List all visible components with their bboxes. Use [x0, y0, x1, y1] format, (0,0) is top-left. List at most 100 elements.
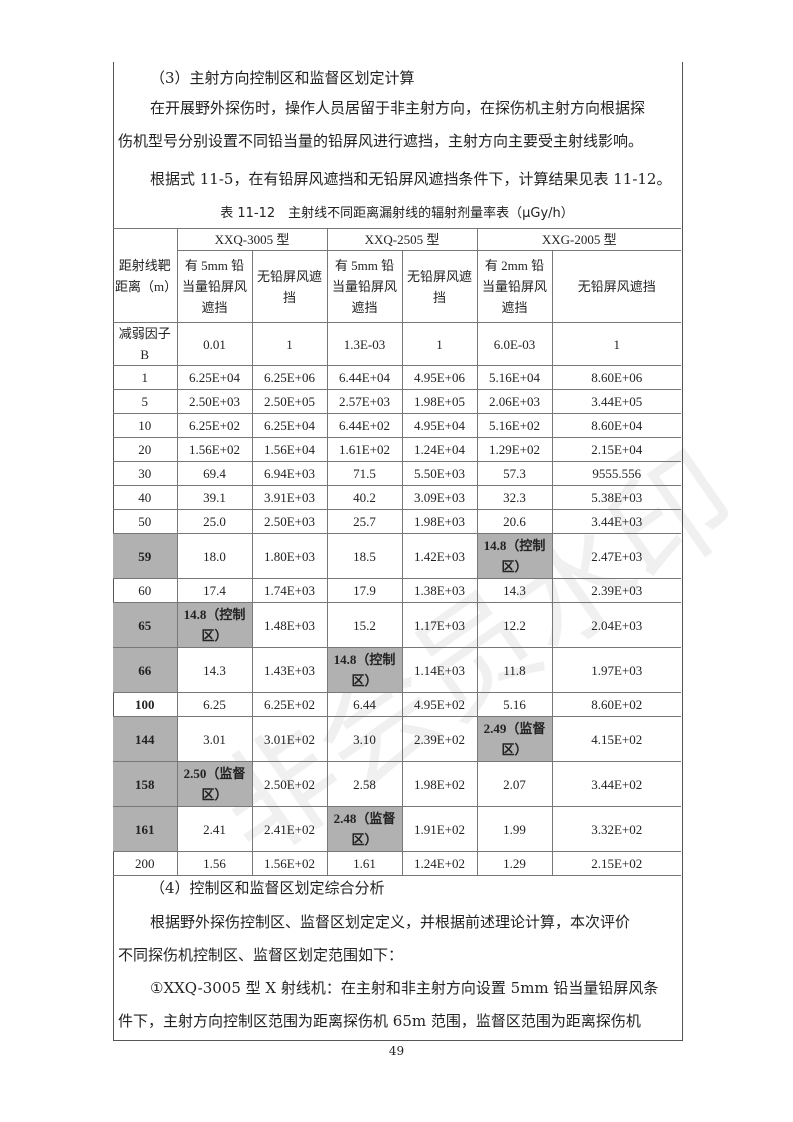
- value-cell: 5.16E+04: [476, 365, 553, 390]
- model-header: XXQ-3005 型: [176, 228, 328, 251]
- distance-cell: 30: [113, 461, 178, 486]
- zone-boundary-cell: 2.48（监督区）: [326, 806, 403, 852]
- sub-header: 无铅屏风遮挡: [551, 250, 681, 323]
- value-cell: 1.17E+03: [401, 602, 478, 648]
- factor-cell: 1: [401, 322, 478, 366]
- value-cell: 39.1: [176, 485, 253, 510]
- distance-cell: 1: [113, 365, 178, 390]
- value-cell: 2.41E+02: [251, 806, 328, 852]
- value-cell: 1.56E+02: [176, 437, 253, 462]
- factor-cell: 0.01: [176, 322, 253, 366]
- value-cell: 3.44E+05: [551, 389, 681, 414]
- value-cell: 4.15E+02: [551, 716, 681, 762]
- value-cell: 6.25E+06: [251, 365, 328, 390]
- value-cell: 2.04E+03: [551, 602, 681, 648]
- value-cell: 2.39E+02: [401, 716, 478, 762]
- distance-cell: 100: [113, 692, 178, 717]
- distance-cell: 50: [113, 509, 178, 534]
- value-cell: 2.50E+03: [251, 509, 328, 534]
- zone-boundary-cell: 14.8（控制区）: [326, 647, 403, 693]
- distance-cell: 5: [113, 389, 178, 414]
- value-cell: 4.95E+04: [401, 413, 478, 438]
- value-cell: 1.14E+03: [401, 647, 478, 693]
- value-cell: 3.10: [326, 716, 403, 762]
- paragraph-line: 根据野外探伤控制区、监督区划定定义，并根据前述理论计算，本次评价: [150, 913, 631, 931]
- value-cell: 40.2: [326, 485, 403, 510]
- sub-header: 有 5mm 铅当量铅屏风遮挡: [176, 250, 253, 323]
- model-header: XXG-2005 型: [476, 228, 681, 251]
- table-row: 158 2.50（监督区） 2.50E+02 2.58 1.98E+02 2.07 3.44…: [113, 761, 681, 807]
- value-cell: 1.29: [476, 851, 553, 876]
- table-caption: 表 11-12 主射线不同距离漏射线的辐射剂量率表（μGy/h）: [220, 206, 574, 221]
- distance-cell: 200: [113, 851, 178, 876]
- table-row: 65 14.8（控制区） 1.48E+03 15.2 1.17E+03 12.2 2.04E…: [113, 602, 681, 648]
- value-cell: 18.0: [176, 533, 253, 579]
- table-row: 1 6.25E+04 6.25E+06 6.44E+04 4.95E+06 5.16E+0…: [113, 365, 681, 390]
- factor-label: 减弱因子 B: [113, 322, 178, 366]
- factor-cell: 6.0E-03: [476, 322, 553, 366]
- value-cell: 2.57E+03: [326, 389, 403, 414]
- value-cell: 5.38E+03: [551, 485, 681, 510]
- value-cell: 1.98E+05: [401, 389, 478, 414]
- value-cell: 9555.556: [551, 461, 681, 486]
- sub-header: 有 5mm 铅当量铅屏风遮挡: [326, 250, 403, 323]
- distance-cell: 65: [113, 602, 178, 648]
- value-cell: 1.61: [326, 851, 403, 876]
- value-cell: 1.99: [476, 806, 553, 852]
- value-cell: 4.95E+06: [401, 365, 478, 390]
- value-cell: 1.98E+02: [401, 761, 478, 807]
- sub-header: 无铅屏风遮挡: [401, 250, 478, 323]
- value-cell: 71.5: [326, 461, 403, 486]
- value-cell: 1.24E+04: [401, 437, 478, 462]
- value-cell: 6.25E+02: [251, 692, 328, 717]
- value-cell: 14.3: [176, 647, 253, 693]
- table-row: 60 17.4 1.74E+03 17.9 1.38E+03 14.3 2.39E+03: [113, 578, 681, 603]
- value-cell: 6.94E+03: [251, 461, 328, 486]
- value-cell: 1.43E+03: [251, 647, 328, 693]
- table-row: 40 39.1 3.91E+03 40.2 3.09E+03 32.3 5.38E+03: [113, 485, 681, 510]
- zone-boundary-cell: 2.49（监督区）: [476, 716, 553, 762]
- value-cell: 1.61E+02: [326, 437, 403, 462]
- zone-boundary-cell: 14.8（控制区）: [176, 602, 253, 648]
- table-row: 5 2.50E+03 2.50E+05 2.57E+03 1.98E+05 2.06E+0…: [113, 389, 681, 414]
- value-cell: 57.3: [476, 461, 553, 486]
- zone-boundary-cell: 14.8（控制区）: [476, 533, 553, 579]
- value-cell: 1.97E+03: [551, 647, 681, 693]
- value-cell: 12.2: [476, 602, 553, 648]
- value-cell: 5.16: [476, 692, 553, 717]
- model-header: XXQ-2505 型: [326, 228, 478, 251]
- value-cell: 3.44E+02: [551, 761, 681, 807]
- page-number: 49: [388, 1044, 405, 1058]
- value-cell: 2.50E+02: [251, 761, 328, 807]
- value-cell: 17.4: [176, 578, 253, 603]
- value-cell: 1.98E+03: [401, 509, 478, 534]
- value-cell: 2.47E+03: [551, 533, 681, 579]
- section-heading-4: （4）控制区和监督区划定综合分析: [150, 879, 385, 897]
- distance-cell: 144: [113, 716, 178, 762]
- value-cell: 2.50E+05: [251, 389, 328, 414]
- distance-cell: 66: [113, 647, 178, 693]
- sub-header: 无铅屏风遮挡: [251, 250, 328, 323]
- value-cell: 6.25E+04: [251, 413, 328, 438]
- distance-cell: 20: [113, 437, 178, 462]
- table-row: 20 1.56E+02 1.56E+04 1.61E+02 1.24E+04 1.29E+…: [113, 437, 681, 462]
- factor-cell: 1.3E-03: [326, 322, 403, 366]
- section-heading-3: （3）主射方向控制区和监督区划定计算: [150, 69, 415, 87]
- value-cell: 25.7: [326, 509, 403, 534]
- value-cell: 69.4: [176, 461, 253, 486]
- paragraph-line: 不同探伤机控制区、监督区划定范围如下：: [118, 946, 404, 964]
- table-row: 200 1.56 1.56E+02 1.61 1.24E+02 1.29 2.15E+02: [113, 851, 681, 876]
- value-cell: 6.44E+02: [326, 413, 403, 438]
- value-cell: 1.80E+03: [251, 533, 328, 579]
- paragraph-line: 件下，主射方向控制区范围为距离探伤机 65m 范围，监督区范围为距离探伤机: [118, 1012, 641, 1030]
- value-cell: 2.15E+04: [551, 437, 681, 462]
- zone-boundary-cell: 2.50（监督区）: [176, 761, 253, 807]
- table-row: 144 3.01 3.01E+02 3.10 2.39E+02 2.49（监督区） 4.15…: [113, 716, 681, 762]
- value-cell: 6.44E+04: [326, 365, 403, 390]
- paragraph-line: 根据式 11-5，在有铅屏风遮挡和无铅屏风遮挡条件下，计算结果见表 11-12。: [150, 170, 672, 188]
- value-cell: 3.44E+03: [551, 509, 681, 534]
- value-cell: 5.16E+02: [476, 413, 553, 438]
- value-cell: 1.56: [176, 851, 253, 876]
- value-cell: 3.09E+03: [401, 485, 478, 510]
- value-cell: 8.60E+06: [551, 365, 681, 390]
